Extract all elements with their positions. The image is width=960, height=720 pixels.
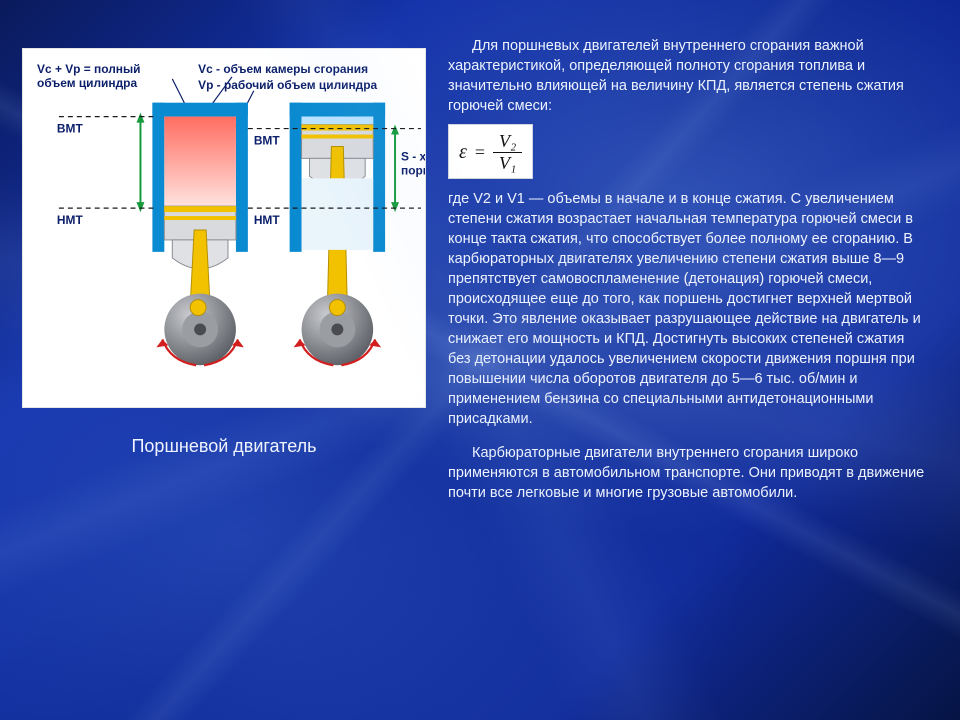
right-bmt: ВМТ bbox=[254, 133, 281, 147]
label-vc: Vc - объем камеры сгорания bbox=[198, 62, 368, 76]
left-cylinder-group bbox=[152, 103, 247, 366]
piston-diagram: Vc + Vp = полный объем цилиндра Vc - объ… bbox=[22, 48, 426, 408]
compression-ratio-formula: ε = V₂ V₁ bbox=[448, 124, 533, 179]
left-column: Vc + Vp = полный объем цилиндра Vc - объ… bbox=[0, 0, 440, 720]
formula-fraction: V₂ V₁ bbox=[493, 131, 522, 174]
formula-lhs: ε bbox=[459, 141, 467, 163]
paragraph-3: Карбюраторные двигатели внутреннего сгор… bbox=[448, 443, 926, 503]
formula-num: V₂ bbox=[493, 131, 522, 153]
paragraph-1: Для поршневых двигателей внутреннего сго… bbox=[448, 36, 926, 116]
label-stroke-1: S - ход bbox=[401, 149, 425, 163]
right-column: Для поршневых двигателей внутреннего сго… bbox=[440, 0, 960, 720]
formula-equals: = bbox=[471, 142, 489, 162]
paragraph-2: где V2 и V1 — объемы в начале и в конце … bbox=[448, 189, 926, 429]
label-vc-vp-2: объем цилиндра bbox=[37, 76, 137, 90]
right-cylinder-group bbox=[290, 103, 385, 366]
label-vp: Vp - рабочий объем цилиндра bbox=[198, 78, 377, 92]
right-hmt: НМТ bbox=[254, 213, 281, 227]
piston-diagram-svg: Vc + Vp = полный объем цилиндра Vc - объ… bbox=[23, 49, 425, 407]
label-vc-vp: Vc + Vp = полный bbox=[37, 62, 140, 76]
diagram-caption: Поршневой двигатель bbox=[131, 436, 316, 457]
slide: Vc + Vp = полный объем цилиндра Vc - объ… bbox=[0, 0, 960, 720]
left-bmt: ВМТ bbox=[57, 122, 84, 136]
label-stroke-2: поршня bbox=[401, 163, 425, 177]
formula-den: V₁ bbox=[493, 153, 522, 174]
left-hmt: НМТ bbox=[57, 213, 84, 227]
